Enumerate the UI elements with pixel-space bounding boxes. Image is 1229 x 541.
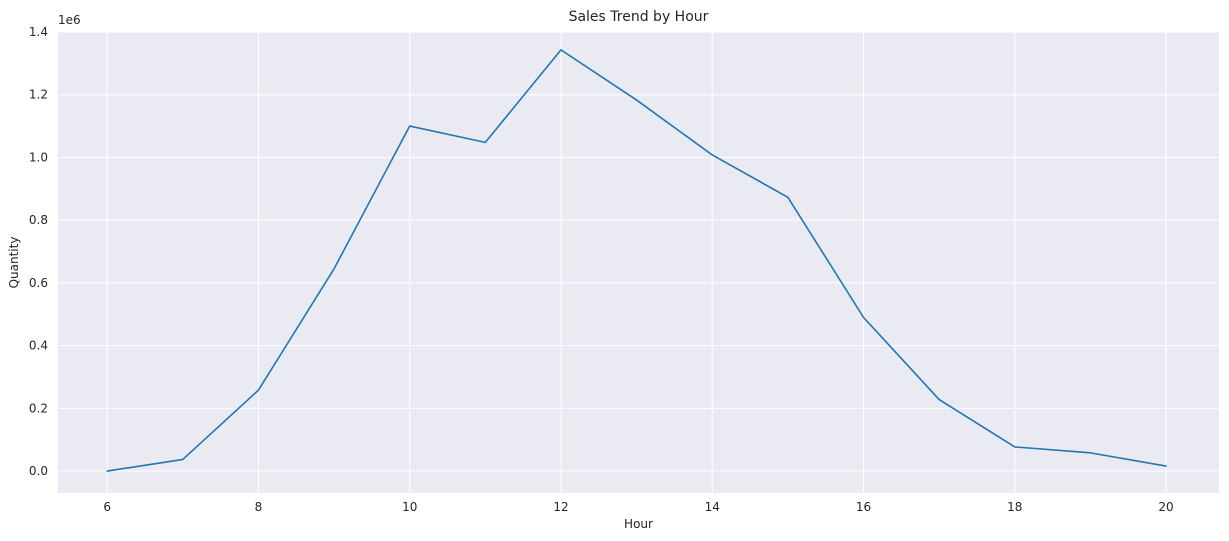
x-tick-label: 18 <box>1007 500 1022 514</box>
y-tick-label: 0.8 <box>29 213 48 227</box>
y-tick-label: 0.4 <box>29 339 48 353</box>
grid <box>58 31 1219 493</box>
x-tick-label: 6 <box>103 500 111 514</box>
plot-area <box>58 32 1219 493</box>
y-tick-labels: 0.0 0.2 0.4 0.6 0.8 1.0 1.2 1.4 <box>29 25 48 478</box>
y-axis-offset-label: 1e6 <box>58 13 81 27</box>
y-tick-label: 1.4 <box>29 25 48 39</box>
x-tick-label: 12 <box>553 500 568 514</box>
y-tick-label: 0.6 <box>29 276 48 290</box>
series-line <box>106 49 1167 472</box>
y-tick-label: 1.0 <box>29 150 48 164</box>
chart-title: Sales Trend by Hour <box>569 9 709 25</box>
x-axis-label: Hour <box>624 517 653 531</box>
y-axis-label: Quantity <box>7 237 21 289</box>
y-tick-label: 1.2 <box>29 88 48 102</box>
x-tick-label: 10 <box>402 500 417 514</box>
x-tick-label: 20 <box>1158 500 1173 514</box>
x-tick-labels: 6 8 10 12 14 16 18 20 <box>103 500 1173 514</box>
x-tick-label: 16 <box>856 500 871 514</box>
y-tick-label: 0.0 <box>29 464 48 478</box>
x-tick-label: 8 <box>255 500 263 514</box>
series-group <box>106 49 1167 472</box>
x-tick-label: 14 <box>705 500 720 514</box>
y-tick-label: 0.2 <box>29 401 48 415</box>
